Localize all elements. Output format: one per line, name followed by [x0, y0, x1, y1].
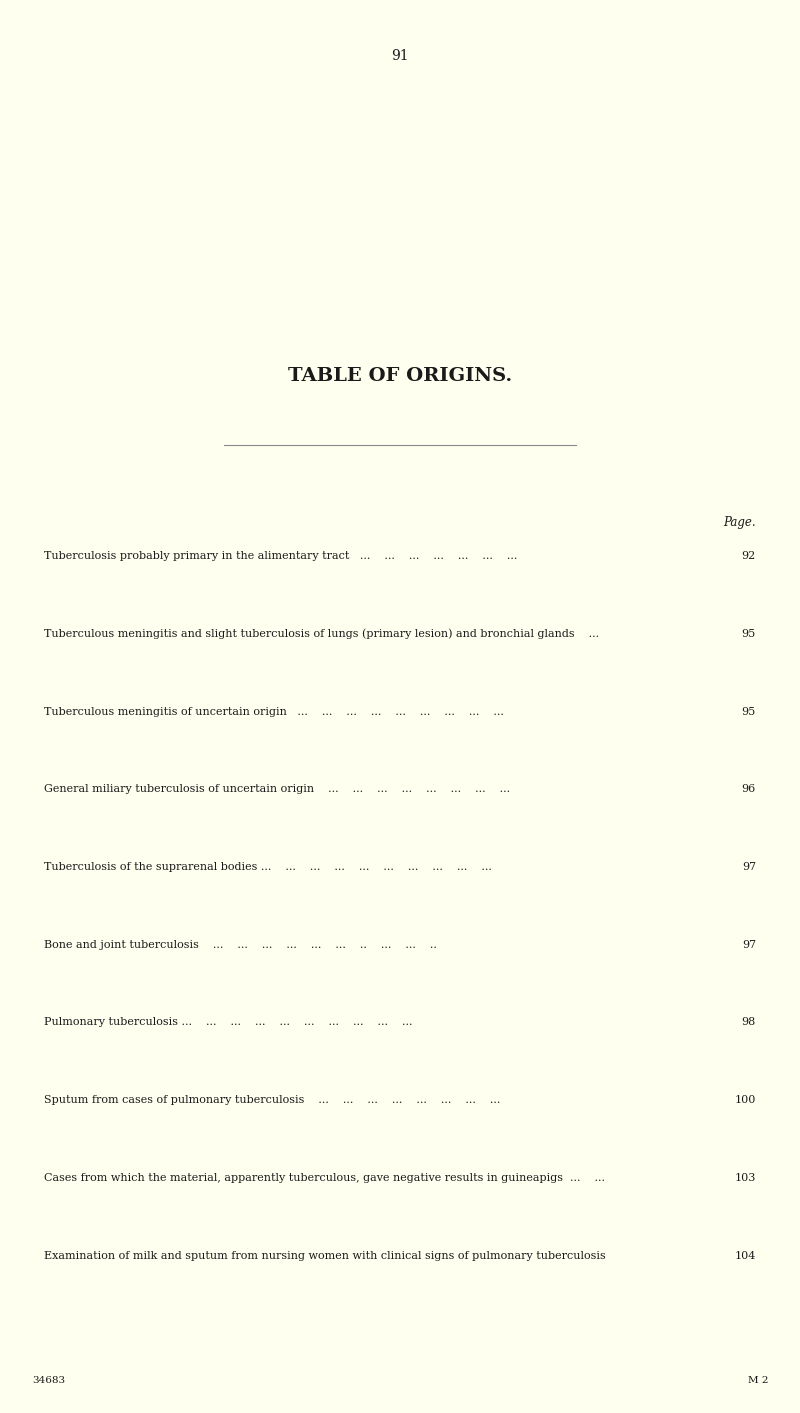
Text: Tuberculous meningitis and slight tuberculosis of lungs (primary lesion) and bro: Tuberculous meningitis and slight tuberc…	[44, 629, 599, 639]
Text: 104: 104	[734, 1251, 756, 1260]
Text: 100: 100	[734, 1095, 756, 1105]
Text: Tuberculous meningitis of uncertain origin   ...    ...    ...    ...    ...    : Tuberculous meningitis of uncertain orig…	[44, 706, 504, 716]
Text: 96: 96	[742, 784, 756, 794]
Text: TABLE OF ORIGINS.: TABLE OF ORIGINS.	[288, 367, 512, 386]
Text: Tuberculosis of the suprarenal bodies ...    ...    ...    ...    ...    ...    : Tuberculosis of the suprarenal bodies ..…	[44, 862, 492, 872]
Text: 34683: 34683	[32, 1376, 65, 1385]
Text: General miliary tuberculosis of uncertain origin    ...    ...    ...    ...    : General miliary tuberculosis of uncertai…	[44, 784, 510, 794]
Text: 92: 92	[742, 551, 756, 561]
Text: 91: 91	[391, 49, 409, 64]
Text: M 2: M 2	[747, 1376, 768, 1385]
Text: Pulmonary tuberculosis ...    ...    ...    ...    ...    ...    ...    ...    .: Pulmonary tuberculosis ... ... ... ... .…	[44, 1017, 413, 1027]
Text: 95: 95	[742, 706, 756, 716]
Text: 95: 95	[742, 629, 756, 639]
Text: 97: 97	[742, 940, 756, 950]
Text: Tuberculosis probably primary in the alimentary tract   ...    ...    ...    ...: Tuberculosis probably primary in the ali…	[44, 551, 518, 561]
Text: Examination of milk and sputum from nursing women with clinical signs of pulmona: Examination of milk and sputum from nurs…	[44, 1251, 606, 1260]
Text: Page.: Page.	[723, 516, 756, 528]
Text: 97: 97	[742, 862, 756, 872]
Text: 98: 98	[742, 1017, 756, 1027]
Text: Sputum from cases of pulmonary tuberculosis    ...    ...    ...    ...    ...  : Sputum from cases of pulmonary tuberculo…	[44, 1095, 500, 1105]
Text: 103: 103	[734, 1173, 756, 1183]
Text: Bone and joint tuberculosis    ...    ...    ...    ...    ...    ...    ..    .: Bone and joint tuberculosis ... ... ... …	[44, 940, 437, 950]
Text: Cases from which the material, apparently tuberculous, gave negative results in : Cases from which the material, apparentl…	[44, 1173, 605, 1183]
